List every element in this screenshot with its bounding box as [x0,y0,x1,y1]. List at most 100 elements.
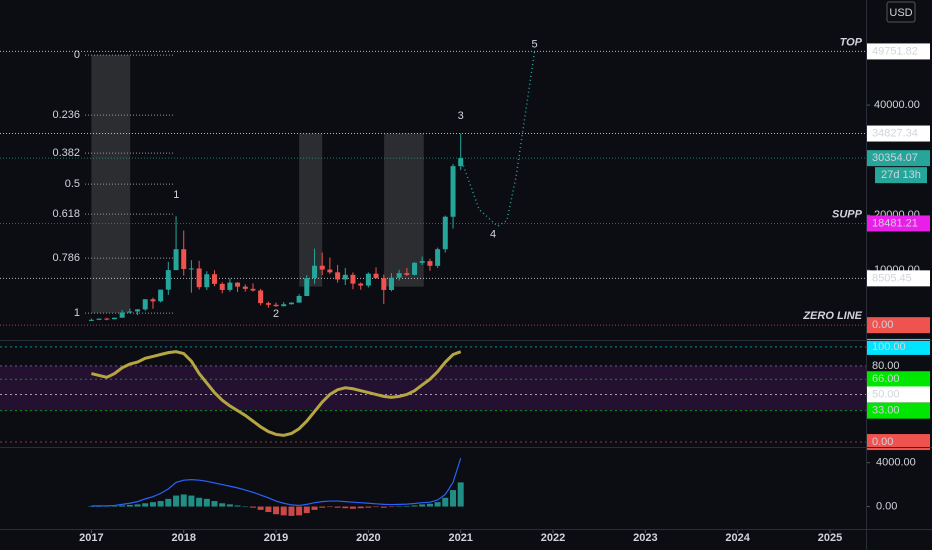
y-tick-label: 66.00 [872,373,900,385]
histogram-bar [242,506,249,508]
candle-body [188,268,194,270]
y-tick-label: 33.00 [872,405,900,417]
candle-body [281,304,287,307]
wave-label: 3 [458,110,464,122]
candle-body [150,299,156,302]
histogram-bar [349,506,356,509]
histogram-bar [380,506,387,508]
x-tick-label: 2020 [356,532,380,544]
candle-body [204,274,210,288]
y-tick-label-box [867,434,930,451]
histogram-bar [426,503,433,507]
level-name: SUPP [832,208,863,220]
histogram-bar [319,506,326,508]
candle-body [427,261,433,266]
candle-body [250,288,256,291]
level-label: 18481.21 [872,217,918,229]
y-tick-label: 0.00 [876,500,897,512]
y-tick-label-box [867,371,930,388]
histogram-bar [434,502,441,507]
wave-label: 2 [273,308,279,320]
candle-body [358,283,364,286]
wave-label: 4 [490,228,496,240]
candle-body [181,249,187,270]
candle-body [265,303,271,305]
histogram-bar [111,505,118,507]
candle-body [404,273,410,275]
histogram-bar [388,506,395,508]
level-label: 30354.07 [872,152,918,164]
candle-body [458,158,464,167]
currency-box[interactable] [886,1,916,23]
histogram-bar [403,506,410,507]
candle-body [319,265,325,270]
projection-line [459,51,536,228]
x-tick-label: 2022 [541,532,565,544]
countdown-box [875,167,927,184]
candle-body [211,274,217,284]
fib-label: 0.5 [65,178,80,190]
candle-body [173,249,179,271]
y-tick-label: 0.00 [872,436,893,448]
level-label-box [867,125,930,142]
candle-body [227,282,233,290]
histogram-bar [226,504,233,507]
histogram-bar [180,494,187,507]
candle-body [442,216,448,250]
histogram-bar [165,498,172,507]
fib-label: 0.236 [52,109,80,121]
candle-body [196,268,202,288]
candle-body [165,270,171,290]
currency[interactable]: USD [889,7,912,19]
histogram-bar [273,506,280,515]
candle-body [327,269,333,273]
fib-label: 0 [74,49,80,61]
candle-body [419,261,425,263]
histogram-bar [88,506,95,507]
y-tick-label-box [867,402,930,419]
histogram-bar [257,506,264,510]
candle-body [235,282,241,287]
level-label: 49751.82 [872,45,918,57]
x-tick-label: 2023 [633,532,657,544]
histogram-bar [219,503,226,507]
x-tick-label: 2019 [264,532,288,544]
x-tick-label: 2024 [725,532,750,544]
wave-label: 1 [173,189,179,201]
candle-body [158,289,164,302]
y-tick-label: 80.00 [872,360,900,372]
fib-label: 0.786 [52,252,80,264]
histogram-bar [296,506,303,516]
level-label: 8505.45 [872,272,912,284]
candle-body [365,273,371,286]
histogram-bar [288,506,295,516]
histogram-bar [450,490,457,507]
candle-body [396,273,402,278]
histogram-bar [280,506,287,516]
candle-body [96,318,102,320]
level-label-box [867,215,930,232]
histogram-bar [342,506,349,509]
histogram-bar [188,495,195,507]
x-tick-label: 2018 [171,532,195,544]
histogram-bar [142,503,149,507]
y-tick-label-box [867,338,930,355]
histogram-bar [149,502,156,507]
rsi-line [91,350,462,437]
candle-body [288,302,294,305]
histogram-bar [411,505,418,507]
histogram-bar [419,504,426,507]
candle-body [373,273,379,279]
candle-body [135,309,141,312]
histogram-bar [234,505,241,507]
level-label-box [867,317,930,334]
fib-label: 0.618 [52,208,80,220]
candle-body [219,283,225,290]
histogram-bar [196,497,203,507]
y-tick-label: 60000.00 [874,0,920,1]
x-tick-label: 2021 [448,532,472,544]
candle-body [304,278,310,296]
histogram-bar [326,506,333,508]
